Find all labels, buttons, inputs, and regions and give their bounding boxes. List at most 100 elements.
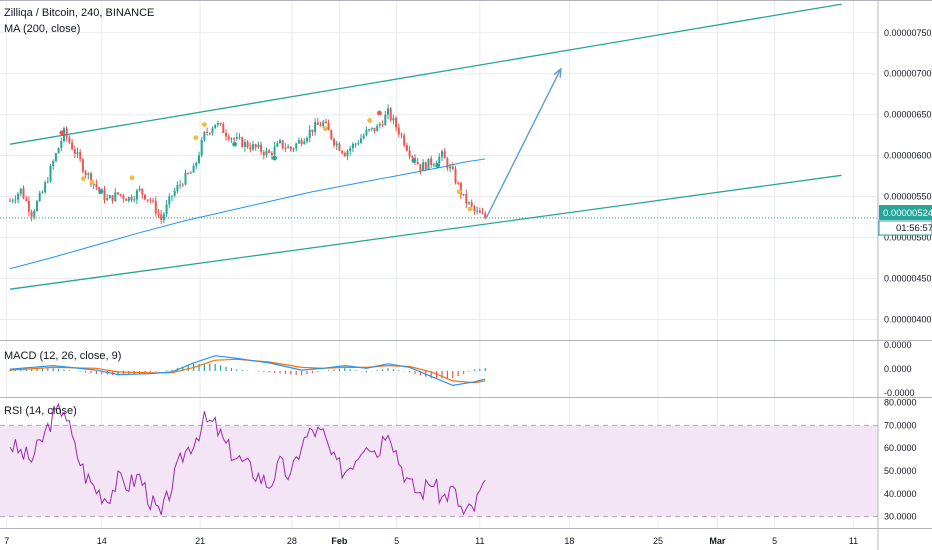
countdown-tag: 01:56:57 [878,220,932,236]
macd-line[interactable] [9,355,486,387]
candle-body [141,188,144,195]
candle-body [92,183,95,185]
candle-body [192,165,195,173]
candle-body [41,192,44,194]
candle-body [76,152,79,154]
candle-body [208,132,211,134]
candle-body [405,145,408,151]
channel-lower-line[interactable] [9,174,842,290]
candle-body [146,199,149,201]
channel-upper-line[interactable] [9,3,842,145]
ma-legend[interactable]: MA (200, close) [4,23,80,35]
signal-dot [232,141,238,147]
candle-body [71,142,74,150]
candle-body [268,150,271,153]
time-tick-label: 5 [772,536,777,546]
candle-body [392,118,395,121]
current-price-value: 0.00000524 [883,208,932,219]
rsi-tick-label: 60.0000 [884,443,917,453]
time-tick-label: 7 [4,536,9,546]
macd-signal-line[interactable] [9,358,486,384]
ma200-line[interactable] [9,158,486,270]
rsi-axis: 80.0000 70.0000 60.0000 50.0000 40.0000 30.00… [884,398,917,522]
price-axis[interactable]: 0.00000750 0.00000700 0.00000650 0.00000600… [884,28,932,325]
candle-body [441,151,443,157]
macd-pane[interactable] [9,355,486,387]
candle-body [457,183,460,185]
candle-body [216,122,219,125]
time-tick-label: 11 [475,536,484,546]
candle-body [14,199,17,201]
candle-body [397,127,400,135]
rsi-line[interactable] [9,402,486,516]
candle-body [484,213,487,218]
candle-body [19,188,22,194]
candle-body [330,130,333,139]
macd-tick-label: 0.0000 [884,364,912,374]
candle-body [416,161,419,165]
candle-body [173,190,176,196]
time-axis[interactable]: 7 14 21 28 Feb 5 11 18 25 Mar 5 11 [4,536,858,546]
candle-body [295,143,298,149]
time-tick-label: 14 [97,536,107,546]
candle-body [378,124,381,126]
candle-body [281,140,284,148]
candle-body [189,172,192,174]
signal-dot [272,155,277,161]
candle-body [306,137,308,142]
candle-body [316,122,319,126]
candle-body [252,144,254,150]
time-tick-label: 28 [287,536,297,546]
candle-body [135,190,138,200]
candle-body [65,128,68,138]
candle-body [349,148,352,151]
candle-body [276,143,279,147]
candle-body [273,146,276,156]
candle-body [106,198,109,201]
candle-body [314,122,317,132]
candle-body [22,188,25,199]
price-tick-label: 0.00000550 [884,192,932,202]
candle-body [449,166,452,169]
candle-body [249,147,252,150]
macd-axis: 0.0000 0.0000 -0.0000 [884,340,915,398]
projection-arrow[interactable] [485,68,562,219]
price-pane[interactable] [0,3,878,290]
candle-body [381,124,384,126]
candle-body [422,162,425,171]
candle-body [187,172,190,174]
candle-body [84,171,87,175]
price-tick-label: 0.00000700 [884,69,932,79]
candle-body [443,151,446,159]
macd-histogram [9,363,486,379]
candle-body [168,196,171,205]
candle-body [403,135,406,146]
candle-body [68,137,71,143]
candle-body [373,127,376,132]
rsi-legend[interactable]: RSI (14, close) [4,405,77,417]
candle-body [424,162,427,170]
rsi-tick-label: 80.0000 [884,398,917,408]
candle-body [481,212,484,214]
candle-body [241,137,244,148]
candle-body [117,192,119,195]
candle-body [17,193,20,200]
candle-body [9,200,11,202]
candle-body [246,141,249,148]
candle-body [362,135,365,139]
symbol-legend[interactable]: Zilliqa / Bitcoin, 240, BINANCE [4,7,154,19]
candle-body [127,197,130,201]
macd-legend[interactable]: MACD (12, 26, close, 9) [4,350,121,362]
candle-body [238,137,241,139]
candle-body [376,125,379,132]
time-tick-label: 11 [849,536,858,546]
time-tick-label: 18 [564,536,574,546]
candle-body [149,199,152,201]
signal-dot [367,118,373,123]
candle-body [211,128,214,134]
price-tick-label: 0.00000600 [884,151,932,161]
candle-body [165,204,168,215]
candle-body [465,193,468,204]
rsi-pane[interactable] [0,402,878,518]
